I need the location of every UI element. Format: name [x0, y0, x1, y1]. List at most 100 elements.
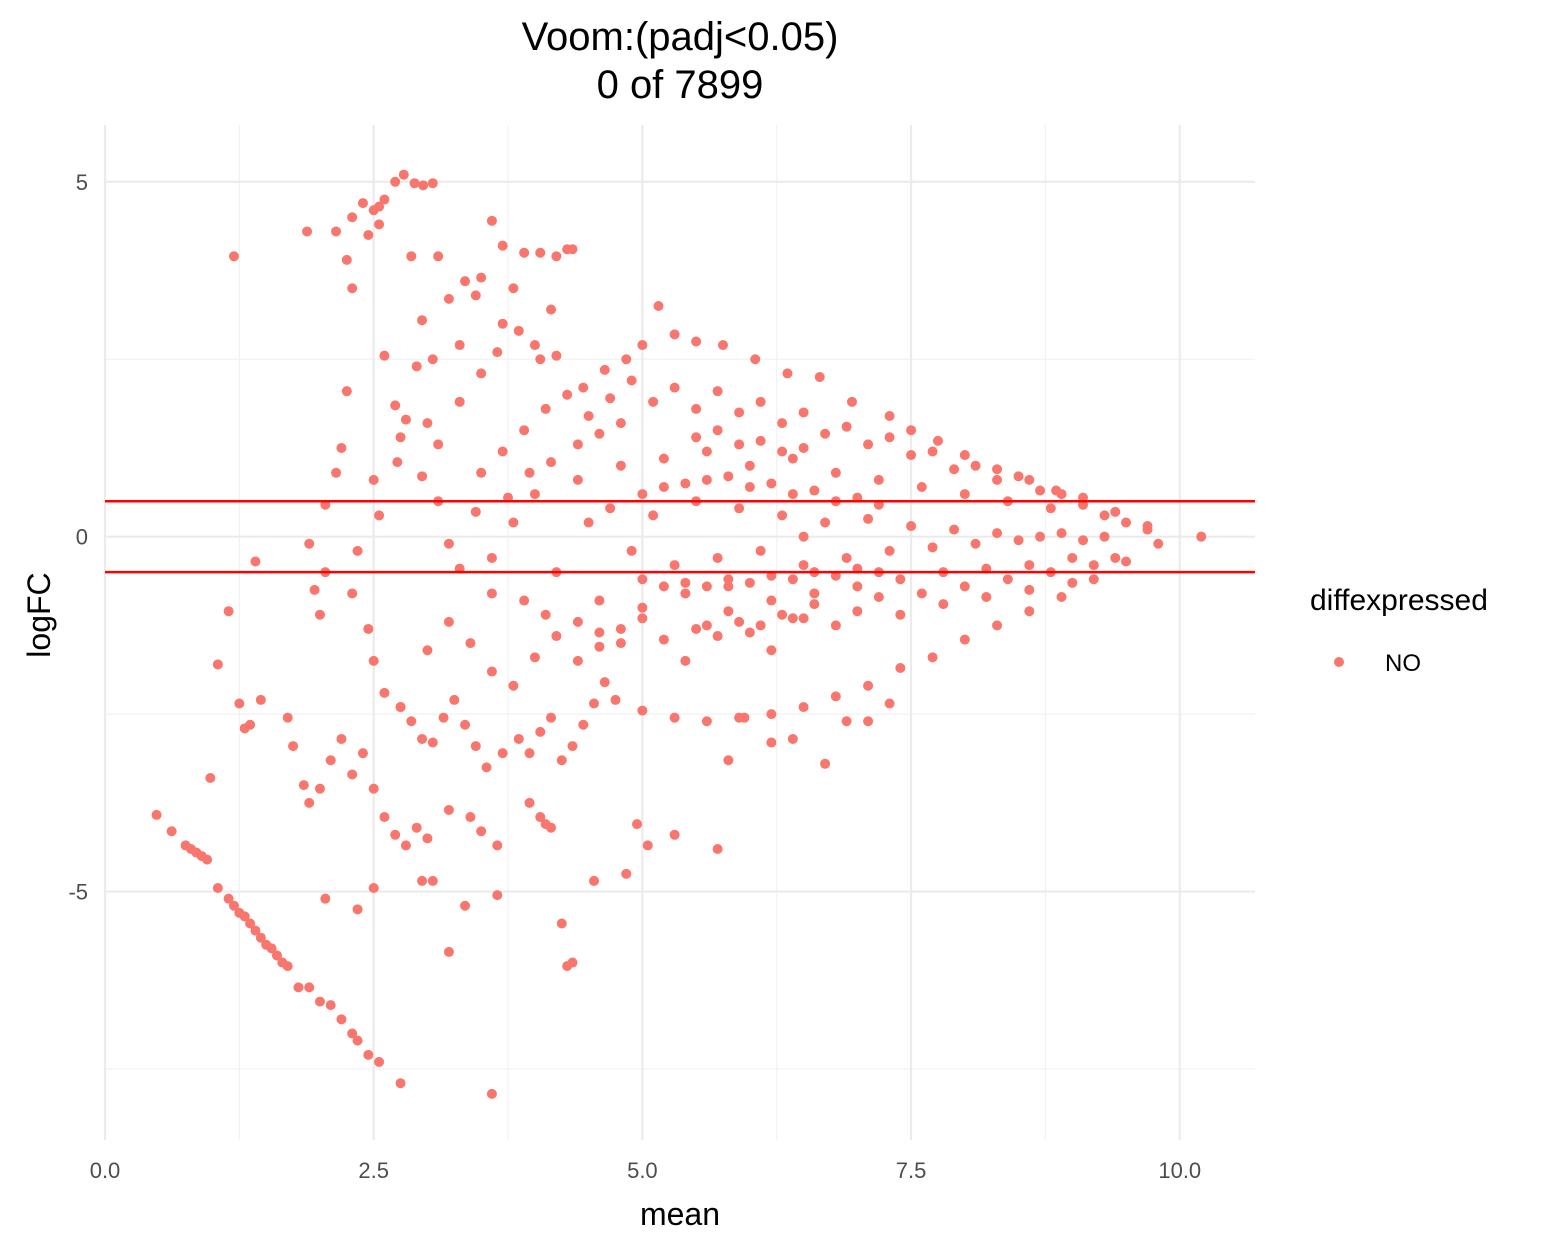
- data-point: [314, 783, 325, 794]
- data-point: [766, 478, 777, 489]
- data-point: [392, 457, 403, 468]
- data-point: [916, 481, 927, 492]
- data-point: [658, 634, 669, 645]
- data-point: [357, 198, 368, 209]
- data-point: [648, 510, 659, 521]
- x-tick-label: 5.0: [627, 1158, 658, 1183]
- data-point: [304, 797, 315, 808]
- x-tick-label: 2.5: [358, 1158, 389, 1183]
- data-point: [331, 467, 342, 478]
- data-point: [846, 396, 857, 407]
- data-point: [820, 758, 831, 769]
- data-point: [460, 276, 471, 287]
- data-point: [959, 581, 970, 592]
- data-point: [250, 925, 261, 936]
- data-point: [556, 755, 567, 766]
- data-point: [1121, 517, 1132, 528]
- data-point: [863, 439, 874, 450]
- data-point: [734, 616, 745, 627]
- data-point: [852, 581, 863, 592]
- data-point: [873, 474, 884, 485]
- data-point: [959, 450, 970, 461]
- data-point: [427, 737, 438, 748]
- data-point: [637, 705, 648, 716]
- data-point: [205, 773, 216, 784]
- data-point: [578, 382, 589, 393]
- data-point: [744, 577, 755, 588]
- data-point: [615, 623, 626, 634]
- data-point: [513, 733, 524, 744]
- data-point: [626, 545, 637, 556]
- data-point: [583, 411, 594, 422]
- data-point: [314, 609, 325, 620]
- data-point: [723, 574, 734, 585]
- data-point: [680, 588, 691, 599]
- data-point: [513, 325, 524, 336]
- data-point: [766, 709, 777, 720]
- data-point: [1067, 552, 1078, 563]
- data-point: [368, 883, 379, 894]
- data-point: [734, 407, 745, 418]
- data-point: [992, 620, 1003, 631]
- data-point: [809, 588, 820, 599]
- data-point: [298, 780, 309, 791]
- data-point: [400, 840, 411, 851]
- data-point: [379, 194, 390, 205]
- data-point: [798, 442, 809, 453]
- data-point: [417, 733, 428, 744]
- x-axis-title: mean: [640, 1196, 720, 1232]
- data-point: [302, 226, 313, 237]
- data-point: [347, 588, 358, 599]
- data-point: [406, 251, 417, 262]
- data-point: [615, 460, 626, 471]
- data-point: [959, 489, 970, 500]
- data-point: [304, 538, 315, 549]
- data-point: [422, 645, 433, 656]
- data-point: [336, 442, 347, 453]
- data-point: [1196, 531, 1207, 542]
- data-point: [1121, 556, 1132, 567]
- data-point: [492, 840, 503, 851]
- data-point: [680, 577, 691, 588]
- data-point: [712, 386, 723, 397]
- data-point: [1024, 474, 1035, 485]
- data-point: [744, 460, 755, 471]
- data-point: [551, 251, 562, 262]
- data-point: [572, 474, 583, 485]
- data-point: [777, 446, 788, 457]
- data-point: [476, 368, 487, 379]
- data-point: [755, 545, 766, 556]
- data-point: [610, 694, 621, 705]
- data-point: [508, 283, 519, 294]
- data-point: [357, 748, 368, 759]
- data-point: [325, 1000, 336, 1011]
- data-point: [938, 599, 949, 610]
- data-point: [932, 435, 943, 446]
- data-point: [368, 474, 379, 485]
- data-point: [766, 595, 777, 606]
- data-point: [723, 581, 734, 592]
- data-point: [411, 361, 422, 372]
- data-point: [820, 517, 831, 528]
- data-point: [535, 354, 546, 365]
- data-point: [1088, 560, 1099, 571]
- data-point: [906, 425, 917, 436]
- data-point: [546, 712, 557, 723]
- data-point: [524, 748, 535, 759]
- data-point: [151, 809, 162, 820]
- data-point: [320, 893, 331, 904]
- data-point: [701, 474, 712, 485]
- data-point: [895, 662, 906, 673]
- data-point: [669, 382, 680, 393]
- data-point: [632, 819, 643, 830]
- data-point: [992, 474, 1003, 485]
- data-point: [787, 733, 798, 744]
- data-point: [830, 467, 841, 478]
- data-point: [347, 1028, 358, 1039]
- data-point: [605, 503, 616, 514]
- data-point: [750, 354, 761, 365]
- data-point: [637, 613, 648, 624]
- data-point: [540, 609, 551, 620]
- data-point: [255, 932, 266, 943]
- data-point: [642, 840, 653, 851]
